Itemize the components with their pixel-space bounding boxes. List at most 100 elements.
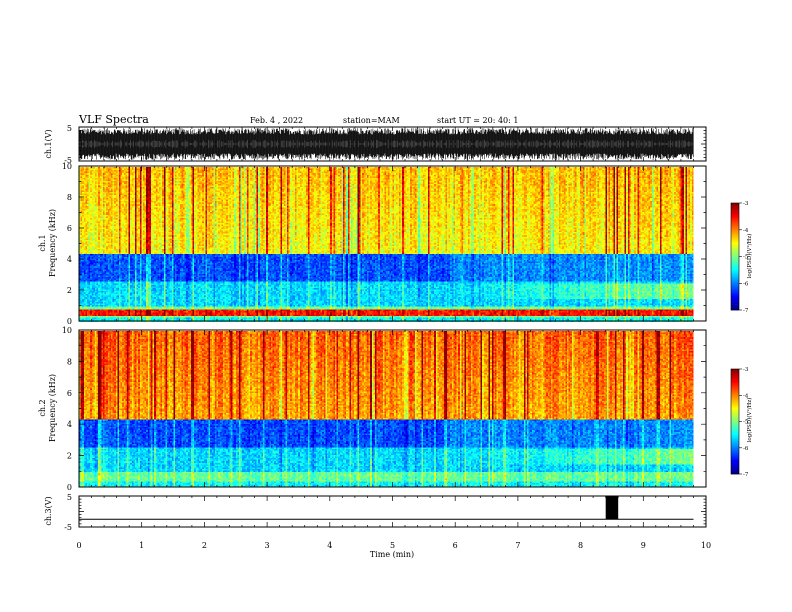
colorbar-step <box>731 239 739 241</box>
colorbar-step <box>731 296 739 298</box>
ch3-pulse <box>606 496 619 519</box>
colorbar-step <box>731 258 739 260</box>
colorbar-step <box>731 235 739 237</box>
colorbar-step <box>731 244 739 246</box>
colorbar-step <box>731 212 739 214</box>
colorbar-step <box>731 397 739 399</box>
frequency-tick-label: 10 <box>62 326 72 335</box>
colorbar-step <box>731 249 739 251</box>
colorbar-step <box>731 383 739 385</box>
colorbar-step <box>731 285 739 287</box>
colorbar-step <box>731 411 739 413</box>
colorbar-step <box>731 264 739 266</box>
colorbar-step <box>731 257 739 259</box>
colorbar-step <box>731 471 739 473</box>
colorbar-step <box>731 371 739 373</box>
colorbar-step <box>731 401 739 403</box>
colorbar-step <box>731 248 739 250</box>
colorbar-step <box>731 242 739 244</box>
frequency-tick-label: 4 <box>67 420 72 429</box>
ch1-waveform-trace <box>80 128 694 160</box>
colorbar-step <box>731 203 739 205</box>
colorbar-step <box>731 423 739 425</box>
ch1-ytick-top: 5 <box>67 124 72 133</box>
colorbar-step <box>731 437 739 439</box>
time-tick-label: 10 <box>701 541 711 550</box>
colorbar-step <box>731 274 739 276</box>
colorbar-tick-label: -4 <box>743 228 749 234</box>
colorbar-step <box>731 469 739 471</box>
colorbar-step <box>731 427 739 429</box>
colorbar-tick-label: -6 <box>743 446 749 452</box>
colorbar-step <box>731 436 739 438</box>
time-tick-label: 6 <box>453 541 458 550</box>
colorbar-step <box>731 292 739 294</box>
colorbar-step <box>731 432 739 434</box>
ch2-colorbar: -3-4-5-6-7 log(PSD)(V²/Hz) <box>731 367 753 478</box>
colorbar-step <box>731 395 739 397</box>
colorbar-step <box>731 404 739 406</box>
colorbar-step <box>731 232 739 234</box>
colorbar-step <box>731 207 739 209</box>
colorbar-step <box>731 305 739 307</box>
colorbar-step <box>731 269 739 271</box>
colorbar-step <box>731 299 739 301</box>
frequency-tick-label: 4 <box>67 255 72 264</box>
colorbar-step <box>731 255 739 257</box>
ch3-ylabel: ch.3(V) <box>44 496 53 525</box>
start-time-label: start UT = 20: 40: 1 <box>437 116 518 125</box>
colorbar-tick-label: -7 <box>743 308 749 314</box>
colorbar-step <box>731 290 739 292</box>
frequency-tick-label: 2 <box>67 452 72 461</box>
colorbar-step <box>731 420 739 422</box>
colorbar-step <box>731 418 739 420</box>
colorbar-step <box>731 415 739 417</box>
frequency-tick-label: 2 <box>67 286 72 295</box>
colorbar-step <box>731 394 739 396</box>
frequency-tick-label: 8 <box>67 193 72 202</box>
colorbar-step <box>731 467 739 469</box>
vlf-spectra-figure: VLF Spectra Feb. 4 , 2022 station=MAM st… <box>0 0 792 612</box>
colorbar-step <box>731 219 739 221</box>
time-axis-tick-labels: 0 1 2 3 4 5 6 7 8 9 10 <box>76 541 711 550</box>
time-tick-label: 3 <box>265 541 270 550</box>
colorbar-step <box>731 408 739 410</box>
ch1-colorbar-label: log(PSD)(V²/Hz) <box>746 234 753 279</box>
ch3-panel: 5 -5 ch.3(V) 0 1 2 3 4 5 6 7 8 9 10 Time (min) <box>44 493 711 559</box>
colorbar-step <box>731 230 739 232</box>
colorbar-step <box>731 425 739 427</box>
colorbar-tick-label: -3 <box>743 367 749 373</box>
colorbar-step <box>731 271 739 273</box>
ch1-spectrogram-image <box>79 167 694 322</box>
colorbar-step <box>731 392 739 394</box>
figure-title: VLF Spectra <box>78 113 149 126</box>
ch2-colorbar-gradient <box>731 369 739 474</box>
colorbar-step <box>731 378 739 380</box>
colorbar-step <box>731 373 739 375</box>
colorbar-step <box>731 217 739 219</box>
ch3-ytick-top: 5 <box>67 493 72 502</box>
colorbar-step <box>731 448 739 450</box>
colorbar-tick-label: -7 <box>743 472 749 478</box>
colorbar-step <box>731 402 739 404</box>
colorbar-step <box>731 233 739 235</box>
colorbar-step <box>731 289 739 291</box>
frequency-tick-label: 10 <box>62 162 72 171</box>
frequency-tick-label: 6 <box>67 389 72 398</box>
time-tick-label: 0 <box>76 541 81 550</box>
colorbar-step <box>731 462 739 464</box>
date-label: Feb. 4 , 2022 <box>250 116 303 125</box>
colorbar-step <box>731 251 739 253</box>
ch1-spectrogram-ylabel-channel: ch.1 <box>38 234 47 251</box>
colorbar-step <box>731 441 739 443</box>
colorbar-step <box>731 387 739 389</box>
colorbar-step <box>731 457 739 459</box>
colorbar-step <box>731 221 739 223</box>
time-tick-label: 5 <box>390 541 395 550</box>
colorbar-step <box>731 385 739 387</box>
colorbar-step <box>731 280 739 282</box>
frequency-tick-label: 0 <box>67 483 72 492</box>
colorbar-step <box>731 458 739 460</box>
